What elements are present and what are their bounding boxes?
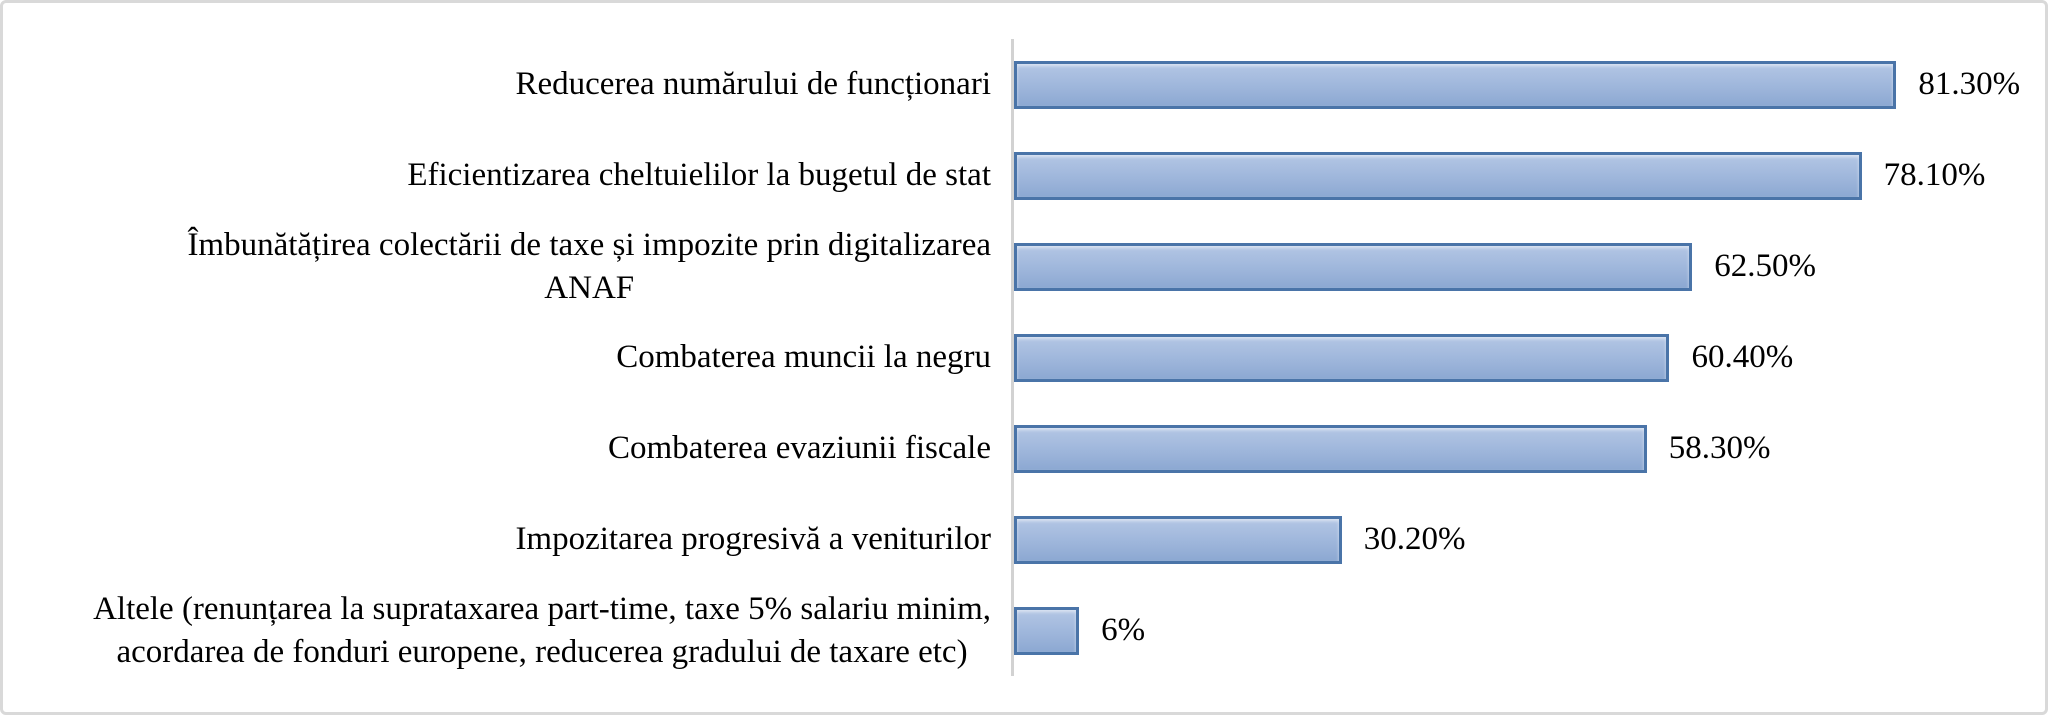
value-label: 6% [1101, 612, 1146, 648]
bar [1014, 242, 1693, 291]
chart-row: Îmbunătățirea colectării de taxe și impo… [3, 221, 2045, 312]
value-label: 58.30% [1668, 430, 1771, 466]
category-label: Impozitarea progresivă a veniturilor [515, 521, 991, 558]
category-label: Combaterea muncii la negru [616, 339, 991, 376]
chart-row: Reducerea numărului de funcționari 81.30… [3, 39, 2045, 130]
category-label: Reducerea numărului de funcționari [515, 66, 991, 103]
category-label-cell: Combaterea evaziunii fiscale [3, 427, 1011, 469]
plot-area-row: 58.30% [1011, 403, 2045, 494]
value-label: 30.20% [1363, 521, 1466, 557]
category-label: Îmbunătățirea colectării de taxe și impo… [187, 227, 991, 306]
bar [1014, 333, 1670, 382]
plot-area-row: 6% [1011, 585, 2045, 676]
chart-row: Combaterea muncii la negru 60.40% [3, 312, 2045, 403]
bar [1014, 151, 1862, 200]
bar [1014, 60, 1897, 109]
plot-area-row: 30.20% [1011, 494, 2045, 585]
category-label-cell: Îmbunătățirea colectării de taxe și impo… [3, 224, 1011, 308]
category-label-cell: Combaterea muncii la negru [3, 336, 1011, 378]
category-label-cell: Impozitarea progresivă a veniturilor [3, 518, 1011, 560]
value-label: 60.40% [1691, 339, 1794, 375]
category-label-cell: Reducerea numărului de funcționari [3, 63, 1011, 105]
value-label: 78.10% [1883, 157, 1986, 193]
plot-area-row: 62.50% [1011, 221, 2045, 312]
bar [1014, 606, 1080, 655]
plot-area-row: 78.10% [1011, 130, 2045, 221]
chart-row: Eficientizarea cheltuielilor la bugetul … [3, 130, 2045, 221]
value-label: 81.30% [1918, 66, 2021, 102]
category-label-cell: Eficientizarea cheltuielilor la bugetul … [3, 154, 1011, 196]
value-label: 62.50% [1714, 248, 1817, 284]
chart-row: Altele (renunțarea la suprataxarea part-… [3, 585, 2045, 676]
bar [1014, 515, 1342, 564]
category-label: Eficientizarea cheltuielilor la bugetul … [407, 157, 991, 194]
category-label: Altele (renunțarea la suprataxarea part-… [93, 591, 991, 670]
chart-row: Combaterea evaziunii fiscale 58.30% [3, 403, 2045, 494]
plot-area-row: 60.40% [1011, 312, 2045, 403]
bar-chart: Reducerea numărului de funcționari 81.30… [3, 3, 2045, 676]
bar [1014, 424, 1647, 473]
category-label-cell: Altele (renunțarea la suprataxarea part-… [3, 588, 1011, 672]
category-label: Combaterea evaziunii fiscale [608, 430, 991, 467]
chart-row: Impozitarea progresivă a veniturilor 30.… [3, 494, 2045, 585]
plot-area-row: 81.30% [1011, 39, 2045, 130]
